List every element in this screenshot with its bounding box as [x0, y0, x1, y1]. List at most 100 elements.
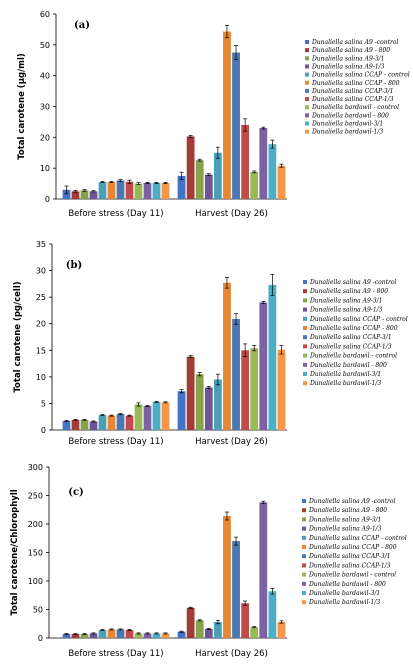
- bar: [259, 128, 268, 199]
- bar: [143, 406, 152, 430]
- bar: [223, 516, 231, 638]
- legend-label: Dunaliella bardawil-1/3: [311, 129, 383, 136]
- legend-swatch: [302, 526, 306, 531]
- legend-label: Dunaliella salina A9-1/3: [308, 526, 382, 533]
- legend: Dunaliella salina A9 -control Dunaliella …: [303, 279, 408, 387]
- bar: [195, 160, 204, 199]
- y-tick-label: 250: [28, 492, 43, 501]
- y-tick-label: 40: [40, 72, 50, 81]
- bar: [98, 182, 107, 199]
- legend-swatch: [305, 121, 309, 126]
- chart-panel-2: 0 5 10 15 20 25 30 35 Total carotene (pg/cell) (b…: [13, 240, 408, 447]
- legend-label: Dunaliella salina A9-3/1: [308, 516, 382, 523]
- chart-panel-3: 0 50 100 150 200 250 300 Total carotene/Chlorop…: [10, 463, 407, 659]
- bar: [107, 415, 116, 430]
- legend-swatch: [303, 326, 307, 330]
- bar: [204, 387, 213, 430]
- legend-label: Dunaliella salina CCAP-3/1: [311, 88, 394, 95]
- bar: [134, 633, 143, 638]
- y-tick-label: 0: [38, 634, 43, 643]
- legend-label: Dunaliella salina A9 -control: [311, 39, 398, 46]
- bar: [152, 401, 161, 430]
- legend-swatch: [302, 517, 306, 522]
- legend-label: Dunaliella salina CCAP-1/3: [308, 562, 391, 569]
- legend-swatch: [303, 335, 307, 340]
- bar: [80, 634, 89, 638]
- bar: [134, 404, 143, 430]
- y-tick-label: 15: [36, 346, 46, 355]
- y-tick-label: 10: [40, 164, 50, 173]
- y-axis-title: Total carotene/Chlorophyll: [10, 489, 20, 615]
- bar: [195, 620, 204, 638]
- chart-panel-1: 0 10 20 30 40 50 60 Total carotene (μg/ml) (a) Be…: [17, 10, 410, 219]
- legend-swatch: [305, 80, 309, 85]
- legend-label: Dunaliella salina CCAP-3/1: [308, 553, 391, 560]
- legend-label: Dunaliella salina A9 -control: [308, 498, 395, 505]
- legend-swatch: [305, 113, 309, 118]
- legend-label: Dunaliella salina CCAP - control: [308, 535, 407, 542]
- bar: [62, 634, 71, 638]
- y-tick-label: 50: [40, 41, 50, 50]
- bar: [177, 631, 186, 638]
- legend-label: Dunaliella salina CCAP - control: [311, 72, 410, 79]
- legend-swatch: [305, 88, 309, 93]
- legend-label: Dunaliella salina CCAP - control: [309, 316, 408, 323]
- bar: [89, 421, 98, 430]
- y-tick-label: 50: [33, 606, 43, 615]
- bar: [89, 191, 98, 199]
- legend-swatch: [302, 499, 306, 503]
- bar: [232, 541, 240, 638]
- legend: Dunaliella salina A9 -control Dunaliella …: [302, 498, 407, 606]
- panel-label: (c): [68, 487, 84, 498]
- bar: [80, 190, 89, 199]
- legend-label: Dunaliella bardawil - 800: [311, 112, 389, 119]
- legend-label: Dunaliella salina A9-1/3: [311, 63, 385, 70]
- y-tick-label: 150: [28, 549, 43, 558]
- legend-swatch: [303, 298, 307, 303]
- bar: [107, 629, 116, 638]
- bar: [268, 144, 277, 199]
- y-tick-label: 10: [36, 373, 46, 382]
- bar: [62, 189, 71, 199]
- x-category-label: Harvest (Day 26): [195, 209, 268, 219]
- bar: [259, 302, 268, 430]
- x-category-label: Before stress (Day 11): [68, 209, 163, 219]
- legend-swatch: [303, 362, 307, 367]
- bar: [241, 350, 250, 430]
- y-tick-label: 300: [28, 463, 43, 472]
- legend-label: Dunaliella salina A9-3/1: [309, 297, 383, 304]
- bar: [177, 391, 186, 430]
- bar: [268, 591, 277, 638]
- y-tick-label: 100: [28, 577, 43, 586]
- bar: [161, 402, 170, 430]
- legend-swatch: [302, 508, 306, 513]
- bar: [125, 630, 134, 638]
- bar: [250, 348, 259, 430]
- legend-label: Dunaliella salina A9 - 800: [311, 47, 390, 54]
- bar: [80, 419, 89, 430]
- bar: [116, 414, 125, 430]
- bar: [223, 282, 231, 430]
- legend-label: Dunaliella salina CCAP-3/1: [309, 334, 392, 341]
- bar: [232, 318, 240, 430]
- bar: [213, 622, 222, 638]
- legend-label: Dunaliella bardawil - 800: [309, 362, 387, 369]
- bar: [143, 633, 152, 638]
- bar: [195, 374, 204, 430]
- legend-swatch: [302, 535, 306, 540]
- bar: [204, 174, 213, 199]
- bar: [71, 419, 80, 430]
- legend-label: Dunaliella bardawil - control: [311, 104, 399, 111]
- bar: [107, 182, 116, 199]
- bar: [213, 379, 222, 430]
- legend-swatch: [305, 56, 309, 61]
- bar: [89, 633, 98, 638]
- bar: [241, 125, 250, 199]
- y-tick-label: 0: [41, 426, 46, 435]
- legend-label: Dunaliella bardawil - control: [308, 572, 396, 579]
- legend-swatch: [303, 381, 307, 386]
- bar: [223, 31, 231, 199]
- y-axis-title: Total carotene (pg/cell): [13, 281, 23, 392]
- legend-swatch: [302, 581, 306, 586]
